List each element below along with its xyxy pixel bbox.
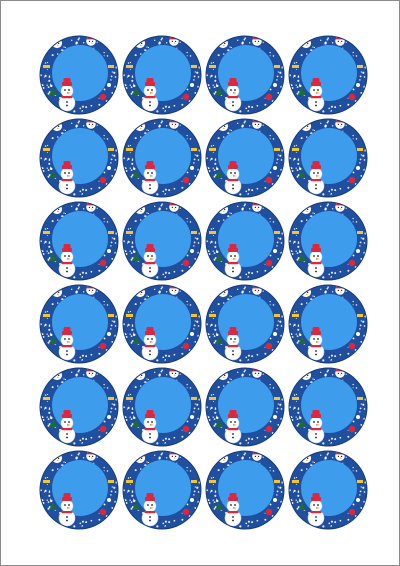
sticker-circle[interactable]	[205, 450, 285, 530]
snowman-icon	[58, 244, 76, 278]
sticker-circle[interactable]	[122, 450, 202, 530]
sticker-circle[interactable]	[205, 35, 285, 115]
snowman-sticker-icon	[288, 284, 368, 364]
snowman-icon	[224, 410, 242, 444]
snowman-icon	[58, 410, 76, 444]
sticker-circle[interactable]	[205, 367, 285, 447]
snowman-sticker-icon	[39, 284, 119, 364]
snowman-sticker-icon	[39, 450, 119, 530]
snowman-icon	[58, 161, 76, 195]
sticker-circle[interactable]	[122, 35, 202, 115]
snowman-sticker-icon	[122, 201, 202, 281]
snowman-icon	[307, 327, 325, 361]
sticker-circle[interactable]	[288, 450, 368, 530]
snowman-sticker-icon	[39, 35, 119, 115]
snowman-sticker-icon	[122, 450, 202, 530]
snowman-sticker-icon	[39, 118, 119, 198]
snowman-sticker-icon	[39, 367, 119, 447]
snowman-sticker-icon	[205, 201, 285, 281]
sticker-circle[interactable]	[122, 284, 202, 364]
snowman-icon	[307, 161, 325, 195]
sticker-circle[interactable]	[39, 201, 119, 281]
sticker-circle[interactable]	[39, 367, 119, 447]
sticker-circle[interactable]	[288, 284, 368, 364]
snowman-sticker-icon	[39, 201, 119, 281]
snowman-icon	[307, 78, 325, 112]
snowman-sticker-icon	[122, 118, 202, 198]
sticker-circle[interactable]	[39, 284, 119, 364]
snowman-sticker-icon	[122, 367, 202, 447]
snowman-icon	[141, 244, 159, 278]
snowman-icon	[58, 327, 76, 361]
snowman-sticker-icon	[288, 35, 368, 115]
snowman-icon	[141, 327, 159, 361]
snowman-sticker-icon	[122, 35, 202, 115]
sticker-circle[interactable]	[205, 284, 285, 364]
snowman-sticker-icon	[288, 450, 368, 530]
snowman-sticker-icon	[288, 201, 368, 281]
snowman-sticker-icon	[288, 367, 368, 447]
snowman-sticker-icon	[205, 284, 285, 364]
sticker-circle[interactable]	[122, 118, 202, 198]
sticker-circle[interactable]	[288, 35, 368, 115]
snowman-icon	[224, 244, 242, 278]
snowman-icon	[224, 161, 242, 195]
snowman-icon	[141, 78, 159, 112]
snowman-icon	[307, 493, 325, 527]
snowman-sticker-icon	[205, 450, 285, 530]
snowman-icon	[307, 244, 325, 278]
snowman-icon	[58, 78, 76, 112]
sticker-circle[interactable]	[205, 118, 285, 198]
sticker-circle[interactable]	[205, 201, 285, 281]
snowman-icon	[141, 493, 159, 527]
snowman-icon	[58, 493, 76, 527]
sticker-circle[interactable]	[288, 201, 368, 281]
snowman-icon	[307, 410, 325, 444]
sticker-circle[interactable]	[39, 118, 119, 198]
snowman-icon	[224, 493, 242, 527]
sticker-circle[interactable]	[39, 35, 119, 115]
snowman-sticker-icon	[205, 118, 285, 198]
snowman-sticker-icon	[205, 35, 285, 115]
snowman-icon	[224, 78, 242, 112]
sticker-circle[interactable]	[122, 201, 202, 281]
sticker-circle[interactable]	[39, 450, 119, 530]
snowman-sticker-icon	[205, 367, 285, 447]
sticker-circle[interactable]	[288, 367, 368, 447]
snowman-icon	[224, 327, 242, 361]
snowman-sticker-icon	[288, 118, 368, 198]
sticker-circle[interactable]	[288, 118, 368, 198]
sticker-circle[interactable]	[122, 367, 202, 447]
snowman-sticker-icon	[122, 284, 202, 364]
snowman-icon	[141, 161, 159, 195]
snowman-icon	[141, 410, 159, 444]
